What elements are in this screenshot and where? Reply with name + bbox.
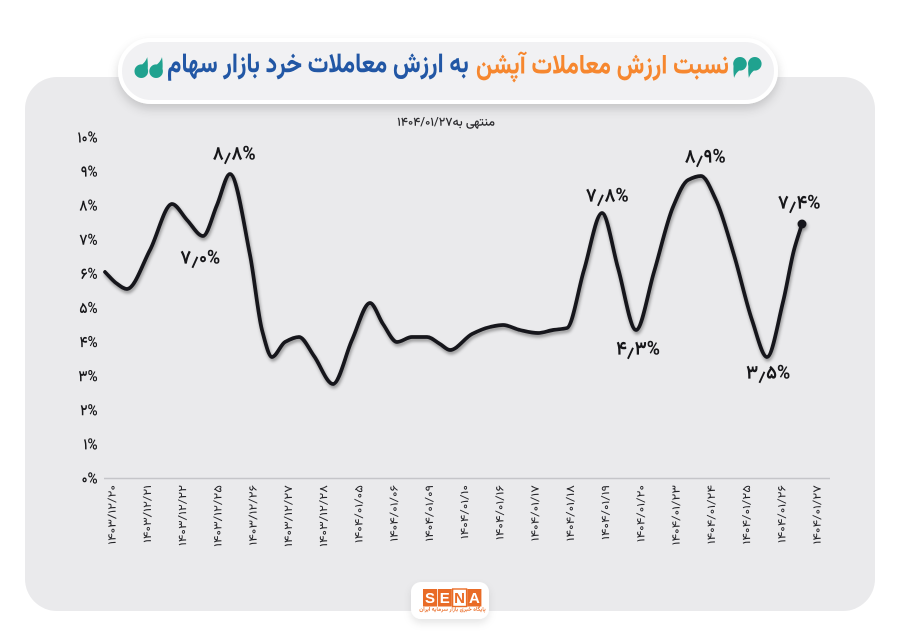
svg-text:S: S <box>425 590 435 607</box>
svg-text:E: E <box>440 590 450 607</box>
svg-text:A: A <box>469 590 480 607</box>
svg-text:N: N <box>454 590 465 607</box>
